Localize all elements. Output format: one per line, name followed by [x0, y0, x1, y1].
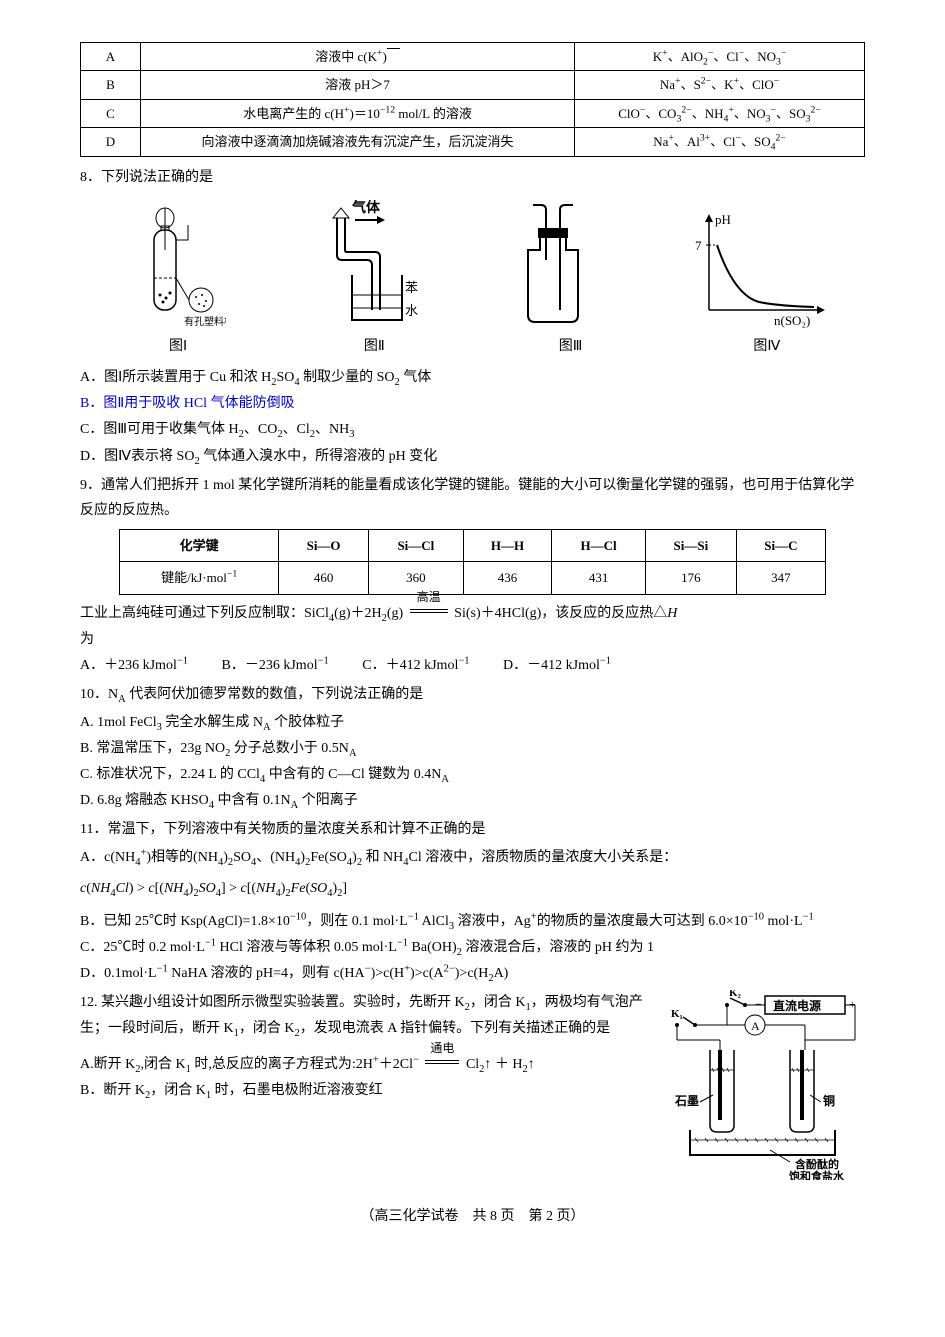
- sol-label2: 饱和食盐水: [789, 1169, 845, 1180]
- ammeter-label: A: [751, 1019, 760, 1033]
- opt-cell: B: [81, 71, 141, 99]
- fig-captions: 图Ⅰ 图Ⅱ 图Ⅲ 图Ⅳ: [80, 334, 865, 359]
- opt-cell: D: [81, 128, 141, 156]
- table-row: D 向溶液中逐滴滴加烧碱溶液先有沉淀产生，后沉淀消失 Na+、Al3+、Cl−、…: [81, 128, 865, 156]
- ylabel: pH: [715, 212, 731, 227]
- q11-optD: D．0.1mol·L−1 NaHA 溶液的 pH=4，则有 c(HA−)>c(H…: [80, 961, 865, 986]
- elec-cond: 通电: [422, 1038, 462, 1060]
- td: 176: [645, 562, 736, 594]
- opt-cell: A: [81, 43, 141, 71]
- benzene-label: 苯: [405, 280, 418, 295]
- q9-optD: D．－412 kJmol−1: [503, 653, 611, 678]
- q9-optA: A．＋236 kJmol−1: [80, 653, 188, 678]
- opt-cell: C: [81, 99, 141, 127]
- desc-cell: 溶液 pH＞7: [141, 71, 575, 99]
- q8-optB: B．图Ⅱ用于吸收 HCl 气体能防倒吸: [80, 391, 865, 416]
- q11-optB: B．已知 25℃时 Ksp(AgCl)=1.8×10−10，则在 0.1 mol…: [80, 909, 865, 934]
- table-row: C 水电离产生的 c(H+)＝10−12 mol/L 的溶液 ClO−、CO32…: [81, 99, 865, 127]
- q8-stem: 8．下列说法正确的是: [80, 165, 865, 190]
- svg-text:−: −: [755, 997, 762, 1011]
- fig2: 气体 苯 水: [297, 200, 427, 330]
- ph-curve-icon: pH 7 n(SO₂): [679, 210, 829, 330]
- table-row: B 溶液 pH＞7 Na+、S2−、K+、ClO−: [81, 71, 865, 99]
- table-row: 键能/kJ·mol−1 460 360 436 431 176 347: [120, 562, 826, 594]
- th: Si—Cl: [369, 530, 464, 562]
- desc-cell: 向溶液中逐滴滴加烧碱溶液先有沉淀产生，后沉淀消失: [141, 128, 575, 156]
- sol-label1: 含酚酞的: [794, 1157, 839, 1171]
- ions-cell: Na+、S2−、K+、ClO−: [575, 71, 865, 99]
- q8-optA: A．图Ⅰ所示装置用于 Cu 和浓 H2SO4 制取少量的 SO2 气体: [80, 365, 865, 390]
- k1-label: K₁: [671, 1008, 683, 1020]
- q10-stem: 10．NA 代表阿伏加德罗常数的数值，下列说法正确的是: [80, 682, 865, 707]
- graphite-label: 石墨: [674, 1094, 699, 1108]
- q7-options-table: A 溶液中 c(K+) K+、AlO2−、Cl−、NO3− B 溶液 pH＞7 …: [80, 42, 865, 157]
- q9-optC: C．＋412 kJmol−1: [362, 653, 469, 678]
- fig4: pH 7 n(SO₂): [679, 210, 829, 330]
- apparatus2-icon: 气体 苯 水: [297, 200, 427, 330]
- td: 460: [279, 562, 369, 594]
- th: Si—Si: [645, 530, 736, 562]
- desc-cell: 水电离产生的 c(H+)＝10−12 mol/L 的溶液: [141, 99, 575, 127]
- xlabel: n(SO₂): [774, 313, 810, 328]
- q9-stem: 9．通常人们把拆开 1 mol 某化学键所消耗的能量看成该化学键的键能。键能的大…: [80, 473, 865, 523]
- q9-tail: 为: [80, 627, 865, 652]
- td: 347: [736, 562, 825, 594]
- th: Si—O: [279, 530, 369, 562]
- ions-cell: ClO−、CO32−、NH4+、NO3−、SO32−: [575, 99, 865, 127]
- cond-label: 高温: [407, 587, 451, 609]
- bond-energy-table: 化学键 Si—O Si—Cl H—H H—Cl Si—Si Si—C 键能/kJ…: [119, 529, 826, 595]
- apparatus3-icon: [498, 200, 608, 330]
- table-row: A 溶液中 c(K+) K+、AlO2−、Cl−、NO3−: [81, 43, 865, 71]
- ions-cell: K+、AlO2−、Cl−、NO3−: [575, 43, 865, 71]
- fig1: 有孔塑料板: [116, 200, 226, 330]
- dc-label: 直流电源: [773, 998, 821, 1013]
- electrolysis-circuit-icon: 直流电源 − + K₂ K₁ A: [655, 990, 865, 1180]
- q10-optC: C. 标准状况下，2.24 L 的 CCl4 中含有的 C—Cl 键数为 0.4…: [80, 762, 865, 787]
- th: H—H: [463, 530, 552, 562]
- th: H—Cl: [552, 530, 645, 562]
- q10-optA: A. 1mol FeCl3 完全水解生成 NA 个胶体粒子: [80, 710, 865, 735]
- q8-figures: 有孔塑料板 气体 苯 水: [80, 200, 865, 330]
- cap1: 图Ⅰ: [80, 334, 276, 359]
- q9-options: A．＋236 kJmol−1 B．－236 kJmol−1 C．＋412 kJm…: [80, 653, 865, 678]
- q11-optA: A．c(NH4+)相等的(NH4)2SO4、(NH4)2Fe(SO4)2 和 N…: [80, 845, 865, 870]
- q10-optD: D. 6.8g 熔融态 KHSO4 中含有 0.1NA 个阳离子: [80, 788, 865, 813]
- q11-optC: C．25℃时 0.2 mol·L−1 HCl 溶液与等体积 0.05 mol·L…: [80, 935, 865, 960]
- th: 化学键: [120, 530, 279, 562]
- copper-label: 铜: [823, 1093, 835, 1108]
- cap3: 图Ⅲ: [473, 334, 669, 359]
- q12-circuit: 直流电源 − + K₂ K₁ A: [655, 990, 865, 1180]
- desc-cell: 溶液中 c(K+): [141, 43, 575, 71]
- table-row: 化学键 Si—O Si—Cl H—H H—Cl Si—Si Si—C: [120, 530, 826, 562]
- q10-optB: B. 常温常压下，23g NO2 分子总数小于 0.5NA: [80, 736, 865, 761]
- ions-cell: Na+、Al3+、Cl−、SO42−: [575, 128, 865, 156]
- q11-eqA: c(NH4Cl) > c[(NH4)2SO4] > c[(NH4)2Fe(SO4…: [80, 876, 865, 901]
- q8-optD: D．图Ⅳ表示将 SO2 气体通入溴水中，所得溶液的 pH 变化: [80, 444, 865, 469]
- fig3: [498, 200, 608, 330]
- row-label: 键能/kJ·mol−1: [120, 562, 279, 594]
- td: 436: [463, 562, 552, 594]
- th: Si—C: [736, 530, 825, 562]
- apparatus1-icon: 有孔塑料板: [116, 200, 226, 330]
- board-label: 有孔塑料板: [184, 315, 226, 328]
- water-label: 水: [405, 303, 418, 318]
- page-footer: （高三化学试卷 共 8 页 第 2 页）: [80, 1204, 865, 1229]
- q11-stem: 11．常温下，下列溶液中有关物质的量浓度关系和计算不正确的是: [80, 817, 865, 842]
- cap2: 图Ⅱ: [276, 334, 472, 359]
- q8-optC: C．图Ⅲ可用于收集气体 H2、CO2、Cl2、NH3: [80, 417, 865, 442]
- q9-optB: B．－236 kJmol−1: [222, 653, 329, 678]
- td: 431: [552, 562, 645, 594]
- gas-label: 气体: [351, 200, 381, 216]
- cap4: 图Ⅳ: [669, 334, 865, 359]
- tick7: 7: [695, 238, 702, 253]
- q9-equation: 工业上高纯硅可通过下列反应制取：SiCl4(g)＋2H2(g) 高温 Si(s)…: [80, 601, 865, 626]
- k2-label: K₂: [729, 990, 742, 999]
